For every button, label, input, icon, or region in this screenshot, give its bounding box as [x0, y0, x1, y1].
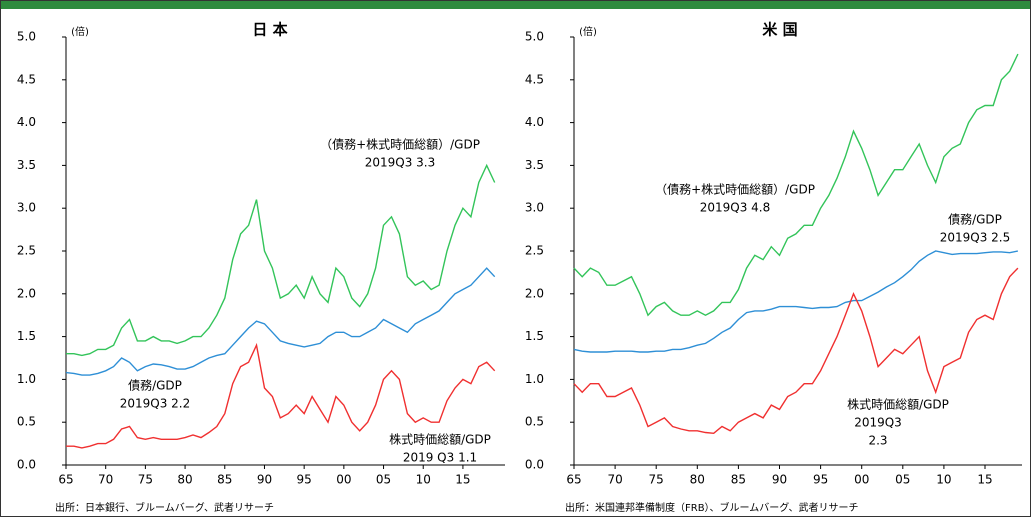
series-label: 債務/GDP [128, 378, 182, 393]
x-tick-label: 65 [58, 473, 73, 487]
series-line [573, 267, 1019, 435]
chart-title: 日 本 [252, 21, 287, 39]
x-tick-label: 00 [336, 473, 351, 487]
x-tick-label: 10 [936, 473, 951, 487]
series-annotation: 2019Q3 4.8 [700, 201, 771, 215]
x-tick-label: 05 [376, 473, 391, 487]
series-label: 株式時価総額/GDP [847, 397, 949, 412]
chart-title: 米 国 [762, 21, 797, 39]
x-tick-label: 70 [607, 473, 622, 487]
series-annotation: 2019Q3 [854, 416, 902, 430]
x-tick-label: 85 [217, 473, 232, 487]
series-line [573, 250, 1019, 353]
x-tick-label: 75 [649, 473, 664, 487]
y-unit: (倍) [71, 25, 89, 38]
y-tick-label: 0.5 [17, 415, 36, 429]
x-tick-label: 75 [138, 473, 153, 487]
series-line [65, 267, 496, 376]
y-tick-label: 3.5 [525, 158, 544, 172]
x-tick-label: 95 [297, 473, 312, 487]
y-tick-label: 2.0 [525, 286, 544, 300]
series-label: 債務/GDP [948, 212, 1002, 227]
y-tick-label: 1.5 [525, 329, 544, 343]
header-band [0, 0, 1031, 9]
source: 出所：米国連邦準備制度（FRB）、ブルームバーグ、武者リサーチ [565, 501, 859, 514]
series-annotation: 2019Q3 2.2 [120, 397, 191, 411]
series-annotation: 2019 Q3 1.1 [403, 451, 477, 465]
series-annotation: 2019Q3 3.3 [365, 156, 436, 170]
series-line [573, 53, 1019, 317]
series-line [66, 342, 496, 449]
x-tick-label: 80 [690, 473, 705, 487]
y-tick-label: 2.0 [17, 286, 36, 300]
series-line [66, 163, 496, 357]
y-tick-label: 0.5 [525, 415, 544, 429]
y-tick-label: 4.5 [525, 72, 544, 86]
x-tick-label: 90 [257, 473, 272, 487]
series-annotation: 2.3 [868, 434, 887, 448]
x-tick-label: 15 [455, 473, 470, 487]
y-tick-label: 5.0 [525, 30, 544, 44]
y-tick-label: 1.0 [17, 372, 36, 386]
series-label: （債務+株式時価総額）/GDP [320, 137, 480, 152]
y-tick-label: 1.5 [17, 329, 36, 343]
y-tick-label: 3.0 [525, 201, 544, 215]
y-tick-label: 4.0 [17, 115, 36, 129]
y-tick-label: 4.0 [525, 115, 544, 129]
x-tick-label: 95 [813, 473, 828, 487]
x-tick-label: 65 [566, 473, 581, 487]
x-tick-label: 15 [977, 473, 992, 487]
x-tick-label: 90 [772, 473, 787, 487]
x-tick-label: 10 [416, 473, 431, 487]
y-tick-label: 0.0 [525, 458, 544, 472]
x-tick-label: 00 [854, 473, 869, 487]
y-tick-label: 4.5 [17, 72, 36, 86]
x-tick-label: 05 [895, 473, 910, 487]
y-tick-label: 5.0 [17, 30, 36, 44]
y-tick-label: 3.0 [17, 201, 36, 215]
y-tick-label: 2.5 [17, 244, 36, 258]
x-tick-label: 70 [98, 473, 113, 487]
y-tick-label: 3.5 [17, 158, 36, 172]
y-tick-label: 2.5 [525, 244, 544, 258]
series-label: （債務+株式時価総額）/GDP [655, 182, 815, 197]
y-unit: (倍) [579, 25, 597, 38]
series-label: 株式時価総額/GDP [389, 432, 491, 447]
x-tick-label: 80 [177, 473, 192, 487]
source: 出所：日本銀行、ブルームバーグ、武者リサーチ [55, 501, 274, 514]
y-tick-label: 1.0 [525, 372, 544, 386]
y-tick-label: 0.0 [17, 458, 36, 472]
x-tick-label: 85 [731, 473, 746, 487]
series-annotation: 2019Q3 2.5 [940, 231, 1011, 245]
